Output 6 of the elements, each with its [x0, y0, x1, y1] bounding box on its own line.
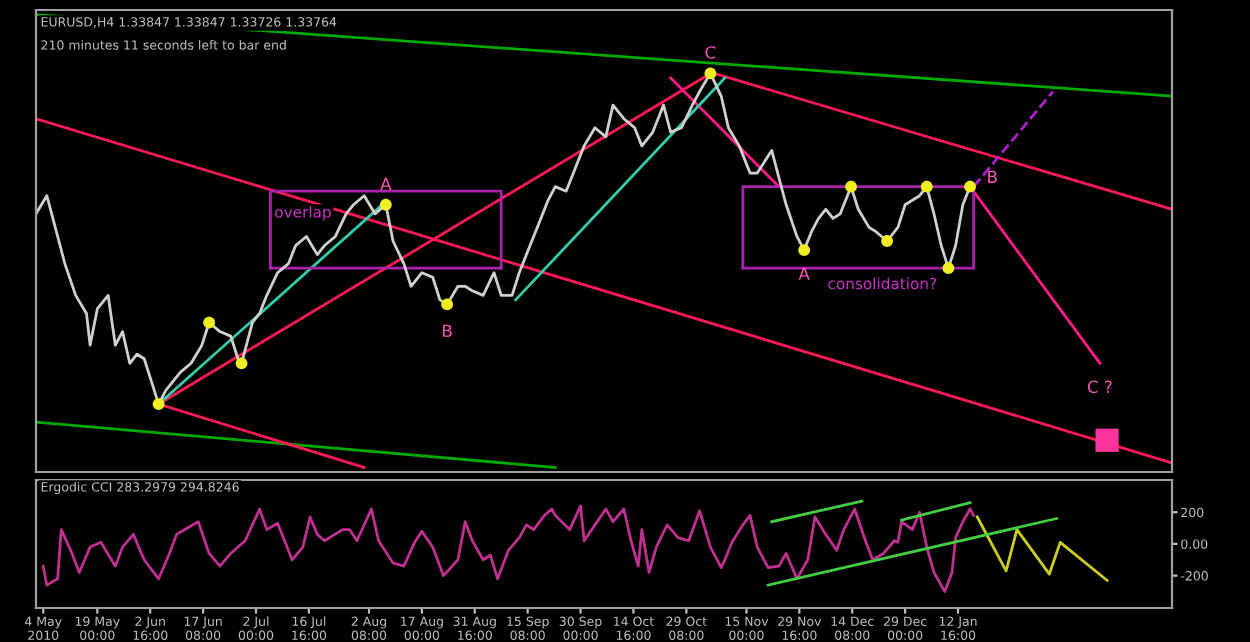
annotation: B: [443, 324, 452, 337]
annotation: C ?: [1087, 380, 1112, 394]
annotation: A: [380, 177, 392, 190]
annotation: B: [988, 170, 997, 183]
annotation: A: [798, 267, 810, 280]
annotation: C: [705, 46, 716, 59]
